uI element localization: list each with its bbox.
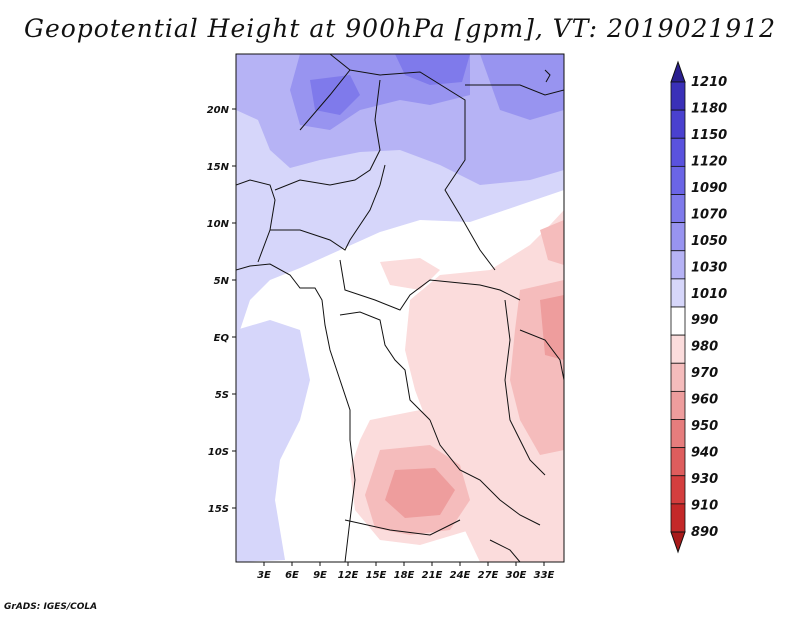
colorbar-label: 960 [691, 393, 718, 408]
lat-label-5s: 5S [215, 390, 229, 401]
colorbar-label: 1180 [691, 101, 727, 116]
colorbar-swatch [670, 109, 686, 139]
colorbar-label: 1150 [691, 128, 727, 143]
colorbar-label: 1120 [691, 154, 727, 169]
colorbar-label: 890 [691, 525, 718, 540]
colorbar-swatch [670, 278, 686, 308]
lon-label-12e: 12E [338, 570, 359, 581]
colorbar-swatch [670, 165, 686, 195]
colorbar-label: 980 [691, 340, 718, 355]
colorbar-label: 930 [691, 472, 718, 487]
height-field [236, 54, 564, 562]
colorbar-arrow-bottom [670, 531, 686, 554]
colorbar-swatch [670, 81, 686, 111]
colorbar-arrow-top [670, 60, 686, 83]
colorbar-swatch [670, 390, 686, 420]
lat-label-10n: 10N [207, 219, 230, 230]
lon-label-21e: 21E [422, 570, 443, 581]
colorbar-label: 970 [691, 366, 718, 381]
colorbar-swatch [670, 475, 686, 505]
lat-label-5n: 5N [214, 276, 230, 287]
colorbar-label: 1030 [691, 260, 727, 275]
colorbar-swatch [670, 194, 686, 224]
colorbar-swatch [670, 334, 686, 364]
lat-label-20n: 20N [207, 105, 230, 116]
lat-label-15s: 15S [208, 504, 229, 515]
colorbar-swatch [670, 503, 686, 533]
colorbar-label: 990 [691, 313, 718, 328]
chart-title: Geopotential Height at 900hPa [gpm], VT:… [23, 14, 777, 43]
colorbar-label: 1050 [691, 234, 727, 249]
colorbar: 1210 1180 1150 1120 1090 1070 1050 1030 1010 990 9… [670, 60, 727, 554]
colorbar-swatch [670, 250, 686, 280]
lon-label-18e: 18E [394, 570, 415, 581]
colorbar-swatch [670, 306, 686, 336]
colorbar-label: 1090 [691, 181, 727, 196]
lat-label-15n: 15N [207, 162, 230, 173]
colorbar-swatch [670, 137, 686, 167]
colorbar-label: 1070 [691, 207, 727, 222]
lon-axis: 3E 6E 9E 12E 15E 18E 21E 24E 27E 30E 33E [257, 562, 555, 581]
colorbar-label: 1210 [691, 75, 727, 90]
lon-label-27e: 27E [478, 570, 499, 581]
lon-label-30e: 30E [506, 570, 527, 581]
colorbar-swatch [670, 447, 686, 477]
lon-label-6e: 6E [285, 570, 299, 581]
lat-axis: 20N 15N 10N 5N EQ 5S 10S 15S [207, 105, 236, 515]
country-borders [236, 54, 564, 562]
lon-label-9e: 9E [313, 570, 327, 581]
colorbar-swatch [670, 419, 686, 449]
colorbar-swatch [670, 222, 686, 252]
colorbar-label: 950 [691, 419, 718, 434]
grads-credit: GrADS: IGES/COLA [4, 602, 98, 612]
colorbar-swatch [670, 362, 686, 392]
lon-label-15e: 15E [366, 570, 387, 581]
map-frame [235, 53, 565, 563]
colorbar-label: 910 [691, 499, 718, 514]
lon-label-24e: 24E [450, 570, 471, 581]
colorbar-label: 940 [691, 446, 718, 461]
lon-label-3e: 3E [257, 570, 271, 581]
colorbar-label: 1010 [691, 287, 727, 302]
lon-label-33e: 33E [534, 570, 555, 581]
lat-label-eq: EQ [214, 333, 230, 344]
lat-label-10s: 10S [208, 447, 229, 458]
